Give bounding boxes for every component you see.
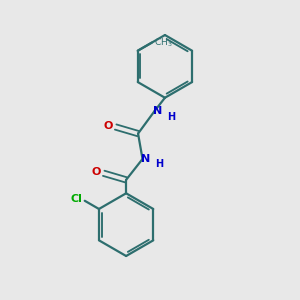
Text: Cl: Cl bbox=[70, 194, 82, 204]
Text: O: O bbox=[92, 167, 101, 177]
Text: N: N bbox=[141, 154, 150, 164]
Text: CH$_3$: CH$_3$ bbox=[154, 36, 173, 49]
Text: H: H bbox=[155, 159, 163, 169]
Text: H: H bbox=[167, 112, 175, 122]
Text: N: N bbox=[153, 106, 163, 116]
Text: O: O bbox=[103, 121, 113, 130]
